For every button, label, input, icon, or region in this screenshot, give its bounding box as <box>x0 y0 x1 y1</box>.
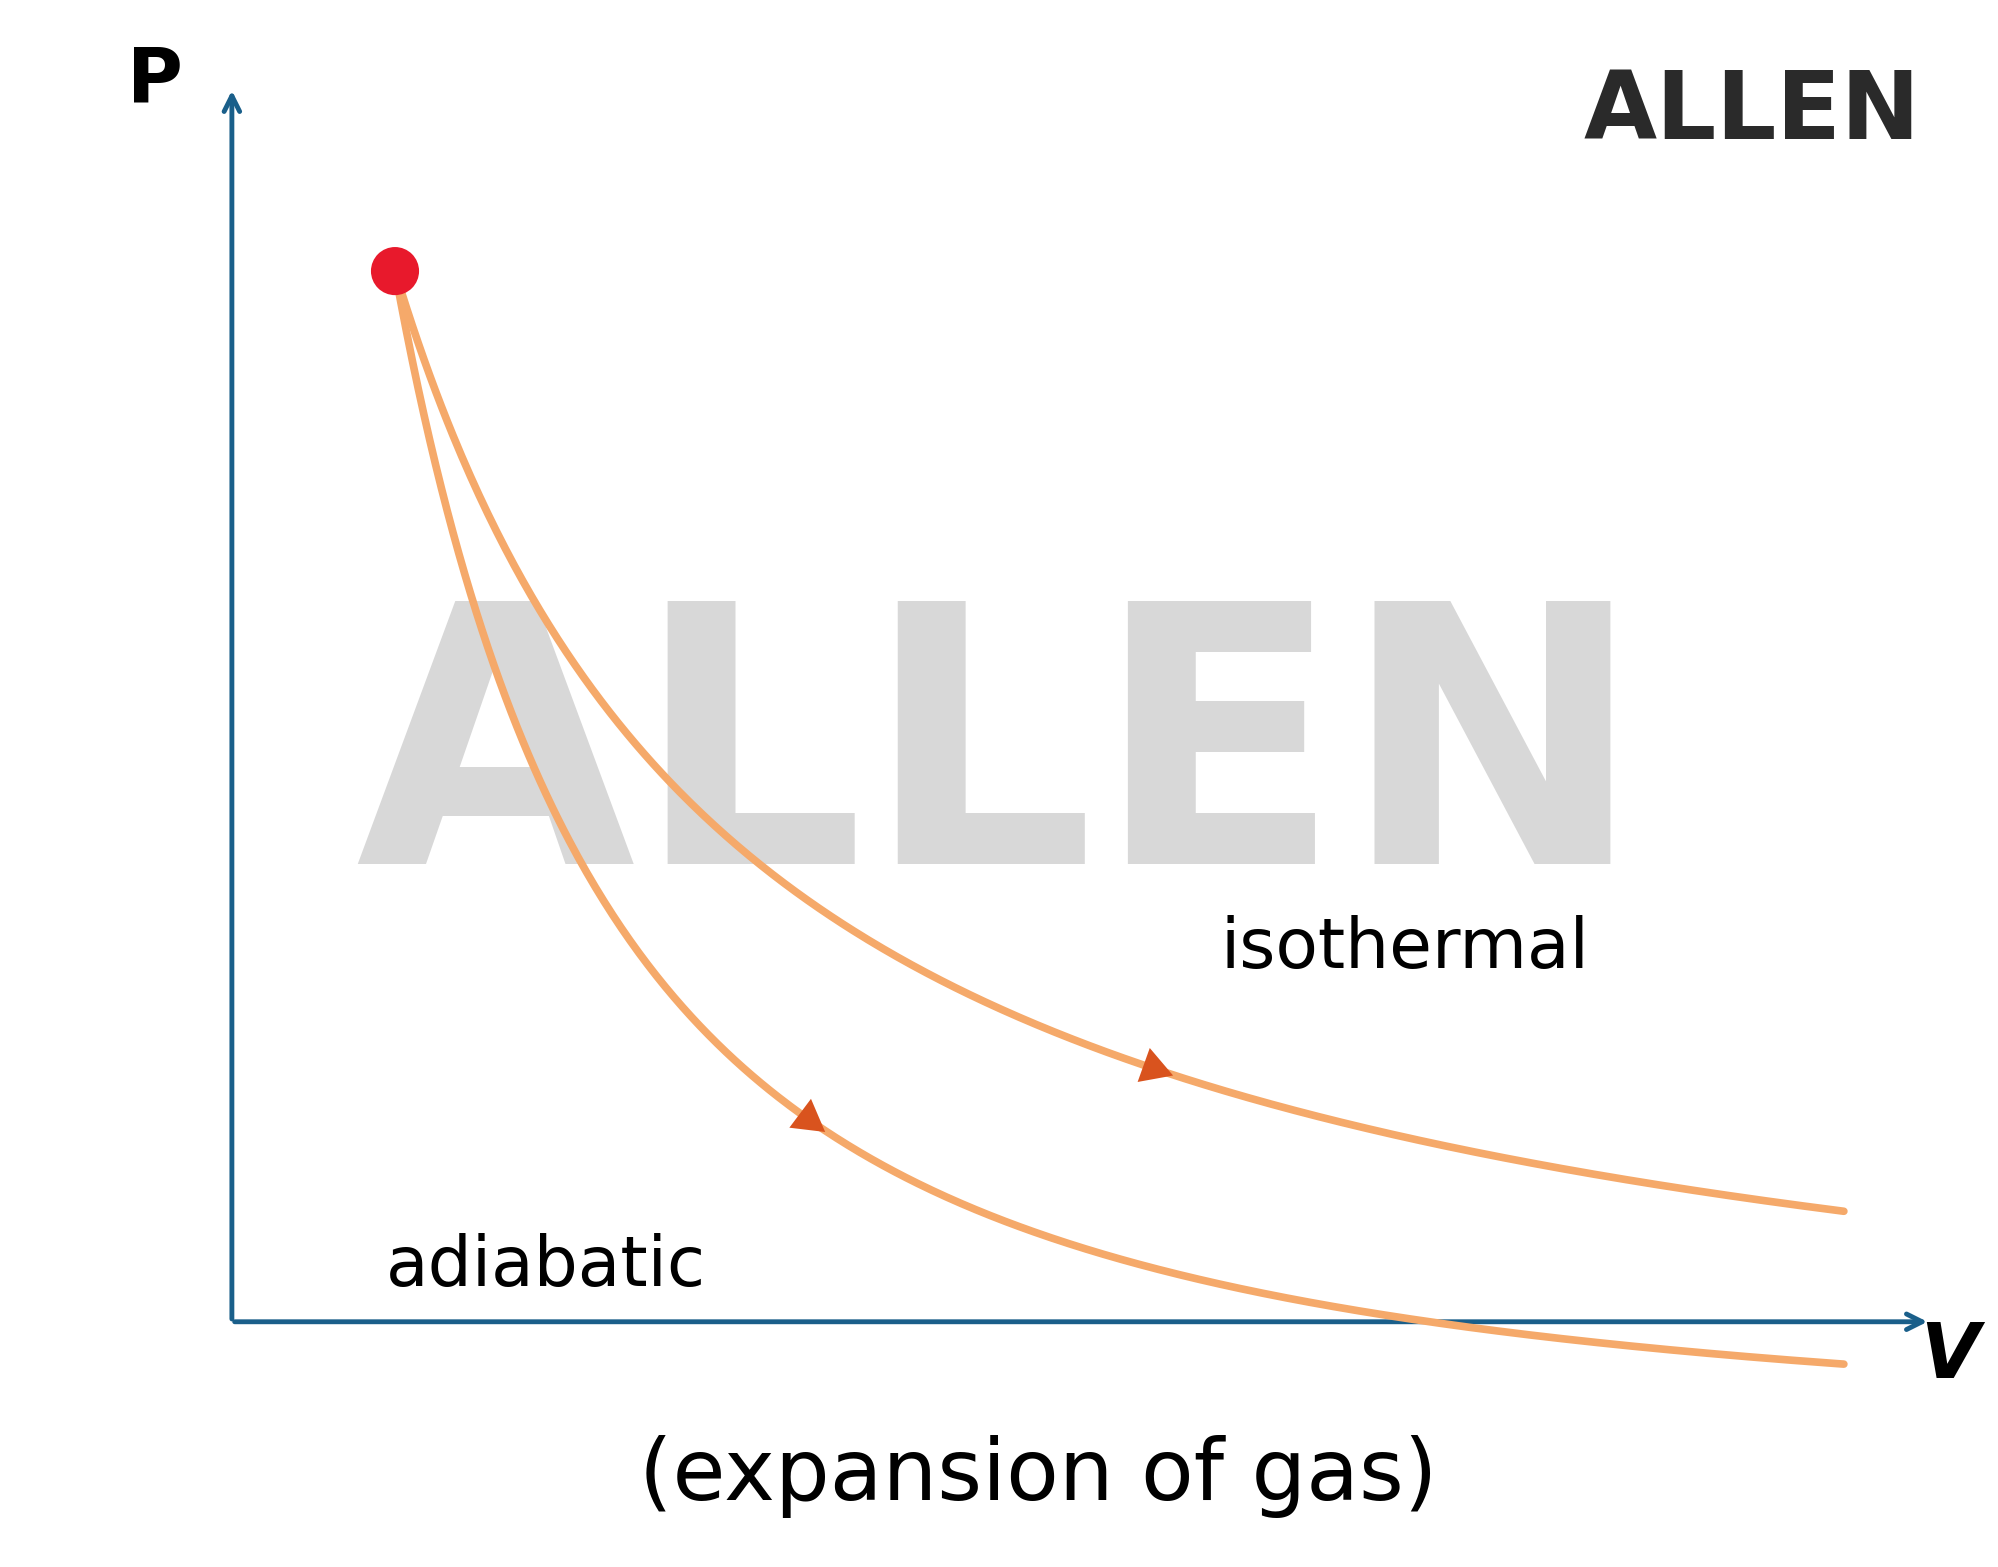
Text: (expansion of gas): (expansion of gas) <box>639 1435 1437 1517</box>
Text: ALLEN: ALLEN <box>356 591 1642 939</box>
Text: P: P <box>128 44 184 118</box>
Text: V: V <box>1918 1319 1978 1395</box>
Point <box>380 259 412 284</box>
Text: ALLEN: ALLEN <box>1582 66 1920 158</box>
Text: adiabatic: adiabatic <box>386 1233 705 1301</box>
Text: isothermal: isothermal <box>1219 915 1588 983</box>
